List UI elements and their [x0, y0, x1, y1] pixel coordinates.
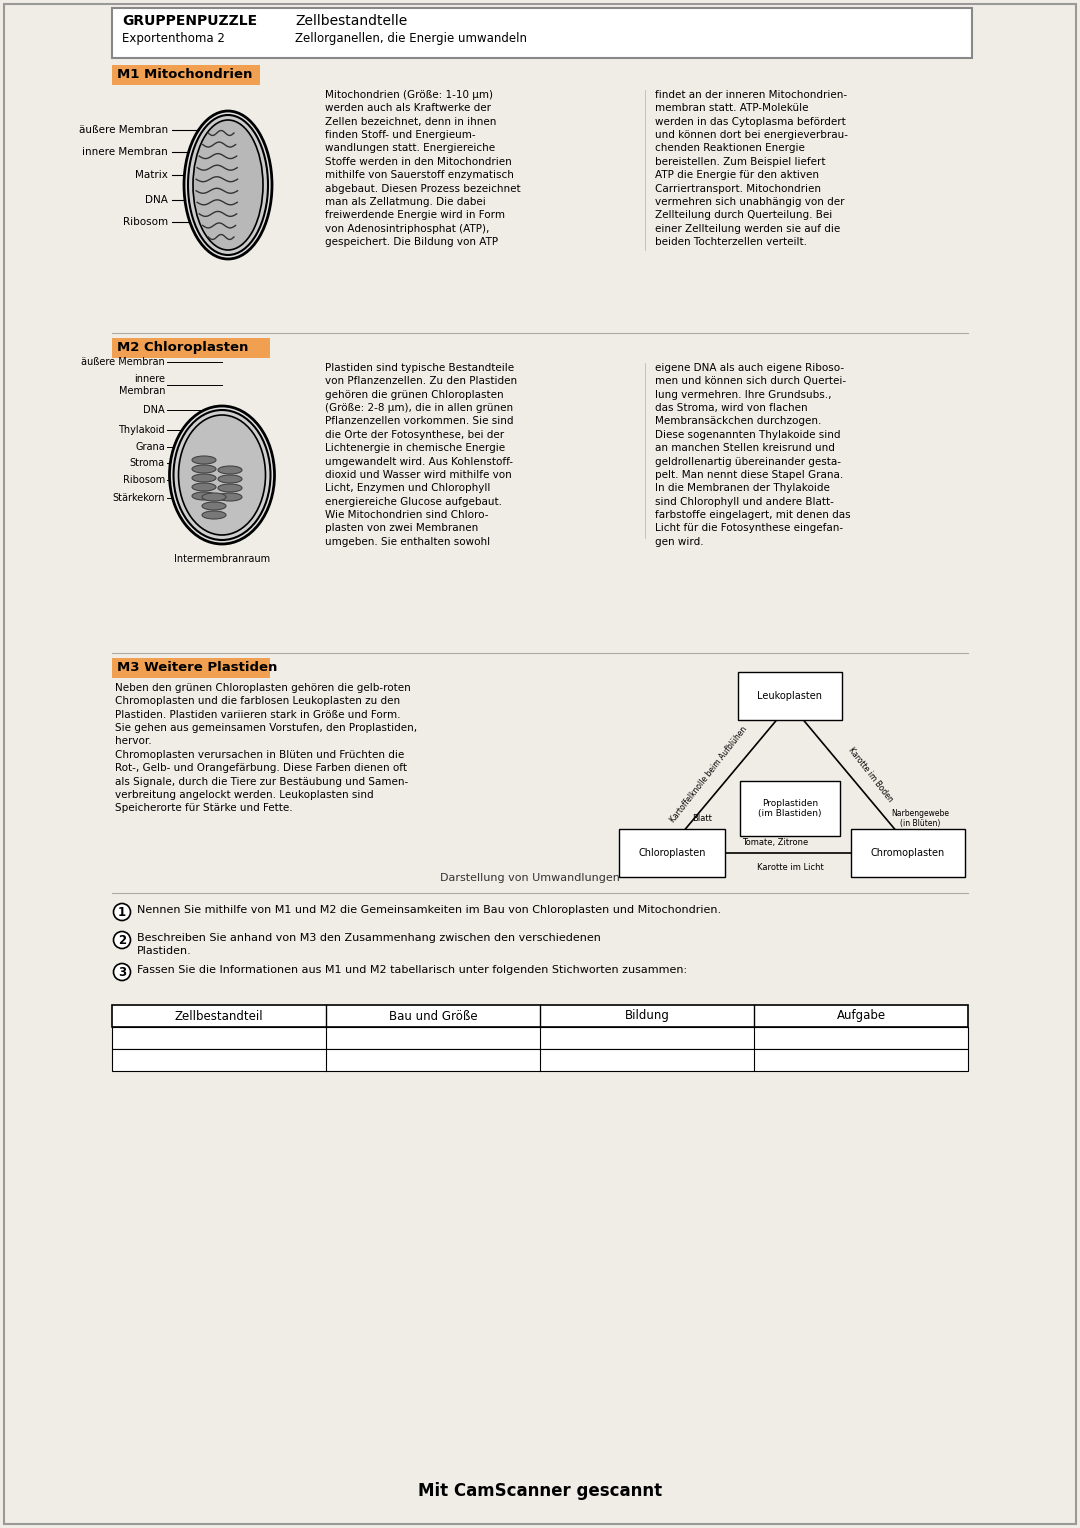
Circle shape	[113, 964, 131, 981]
Text: Chromoplasten: Chromoplasten	[870, 848, 945, 859]
Text: Karotte im Boden: Karotte im Boden	[847, 746, 895, 804]
Ellipse shape	[170, 406, 274, 544]
Ellipse shape	[218, 466, 242, 474]
Ellipse shape	[193, 121, 264, 251]
Text: Ribosom: Ribosom	[123, 217, 168, 228]
FancyBboxPatch shape	[112, 1005, 968, 1027]
Ellipse shape	[174, 410, 270, 539]
Text: Tomate, Zitrone: Tomate, Zitrone	[742, 839, 808, 848]
Text: GRUPPENPUZZLE: GRUPPENPUZZLE	[122, 14, 257, 28]
Text: Nennen Sie mithilfe von M1 und M2 die Gemeinsamkeiten im Bau von Chloroplasten u: Nennen Sie mithilfe von M1 und M2 die Ge…	[137, 905, 721, 915]
Ellipse shape	[178, 416, 266, 535]
Text: Thylakoid: Thylakoid	[119, 425, 165, 435]
Text: Darstellung von Umwandlungen: Darstellung von Umwandlungen	[440, 872, 620, 883]
Text: 3: 3	[118, 966, 126, 978]
Circle shape	[113, 903, 131, 920]
Text: Exportenthoma 2: Exportenthoma 2	[122, 32, 225, 44]
Ellipse shape	[192, 465, 216, 474]
Text: 2: 2	[118, 934, 126, 946]
Ellipse shape	[192, 455, 216, 465]
Text: Chloroplasten: Chloroplasten	[638, 848, 705, 859]
Text: Intermembranraum: Intermembranraum	[174, 555, 270, 564]
FancyBboxPatch shape	[112, 1050, 968, 1071]
Text: Fassen Sie die Informationen aus M1 und M2 tabellarisch unter folgenden Stichwor: Fassen Sie die Informationen aus M1 und …	[137, 966, 687, 975]
Text: Stärkekorn: Stärkekorn	[112, 494, 165, 503]
Text: Zellorganellen, die Energie umwandeln: Zellorganellen, die Energie umwandeln	[295, 32, 527, 44]
FancyBboxPatch shape	[112, 1027, 968, 1050]
Text: Mitochondrien (Größe: 1-10 µm)
werden auch als Kraftwerke der
Zellen bezeichnet,: Mitochondrien (Größe: 1-10 µm) werden au…	[325, 90, 521, 248]
Text: Zellbestandteil: Zellbestandteil	[175, 1010, 264, 1022]
Ellipse shape	[188, 115, 268, 255]
Text: Bildung: Bildung	[624, 1010, 670, 1022]
Text: Kartoffelknolle beim Aufblühen: Kartoffelknolle beim Aufblühen	[669, 724, 750, 824]
Text: äußere Membran: äußere Membran	[81, 358, 165, 367]
Text: eigene DNA als auch eigene Riboso-
men und können sich durch Quertei-
lung verme: eigene DNA als auch eigene Riboso- men u…	[654, 364, 851, 547]
FancyBboxPatch shape	[112, 338, 270, 358]
Ellipse shape	[218, 484, 242, 492]
Text: Narbengewebe
(in Blüten): Narbengewebe (in Blüten)	[891, 808, 949, 828]
Text: innere
Membran: innere Membran	[119, 374, 165, 396]
Ellipse shape	[202, 510, 226, 520]
Text: Matrix: Matrix	[135, 170, 168, 180]
Ellipse shape	[202, 503, 226, 510]
Text: Blatt: Blatt	[692, 814, 712, 824]
Ellipse shape	[218, 475, 242, 483]
Text: DNA: DNA	[145, 196, 168, 205]
Text: Karotte im Licht: Karotte im Licht	[757, 862, 823, 871]
Ellipse shape	[192, 492, 216, 500]
Circle shape	[113, 932, 131, 949]
Text: 1: 1	[118, 906, 126, 918]
Ellipse shape	[192, 483, 216, 490]
Text: Leukoplasten: Leukoplasten	[757, 691, 823, 701]
Text: äußere Membran: äußere Membran	[79, 125, 168, 134]
Text: Aufgabe: Aufgabe	[836, 1010, 886, 1022]
Ellipse shape	[192, 474, 216, 481]
Text: Stroma: Stroma	[130, 458, 165, 468]
FancyBboxPatch shape	[112, 8, 972, 58]
Text: Zellbestandtelle: Zellbestandtelle	[295, 14, 407, 28]
Text: DNA: DNA	[144, 405, 165, 416]
Text: Beschreiben Sie anhand von M3 den Zusammenhang zwischen den verschiedenen
Plasti: Beschreiben Sie anhand von M3 den Zusamm…	[137, 934, 600, 957]
FancyBboxPatch shape	[112, 66, 260, 86]
Text: M2 Chloroplasten: M2 Chloroplasten	[117, 341, 248, 354]
FancyBboxPatch shape	[112, 659, 270, 678]
Ellipse shape	[184, 112, 272, 260]
Text: M3 Weitere Plastiden: M3 Weitere Plastiden	[117, 662, 278, 674]
Text: innere Membran: innere Membran	[82, 147, 168, 157]
Ellipse shape	[218, 494, 242, 501]
Text: Mit CamScanner gescannt: Mit CamScanner gescannt	[418, 1482, 662, 1500]
Text: Grana: Grana	[135, 442, 165, 452]
Ellipse shape	[202, 494, 226, 501]
Text: Proplastiden
(im Blastiden): Proplastiden (im Blastiden)	[758, 799, 822, 819]
Text: Ribosom: Ribosom	[123, 475, 165, 484]
Text: Neben den grünen Chloroplasten gehören die gelb-roten
Chromoplasten und die farb: Neben den grünen Chloroplasten gehören d…	[114, 683, 417, 813]
Text: Bau und Größe: Bau und Größe	[389, 1010, 477, 1022]
Text: findet an der inneren Mitochondrien-
membran statt. ATP-Moleküle
werden in das C: findet an der inneren Mitochondrien- mem…	[654, 90, 848, 248]
Text: Plastiden sind typische Bestandteile
von Pflanzenzellen. Zu den Plastiden
gehöre: Plastiden sind typische Bestandteile von…	[325, 364, 517, 547]
Text: M1 Mitochondrien: M1 Mitochondrien	[117, 69, 253, 81]
